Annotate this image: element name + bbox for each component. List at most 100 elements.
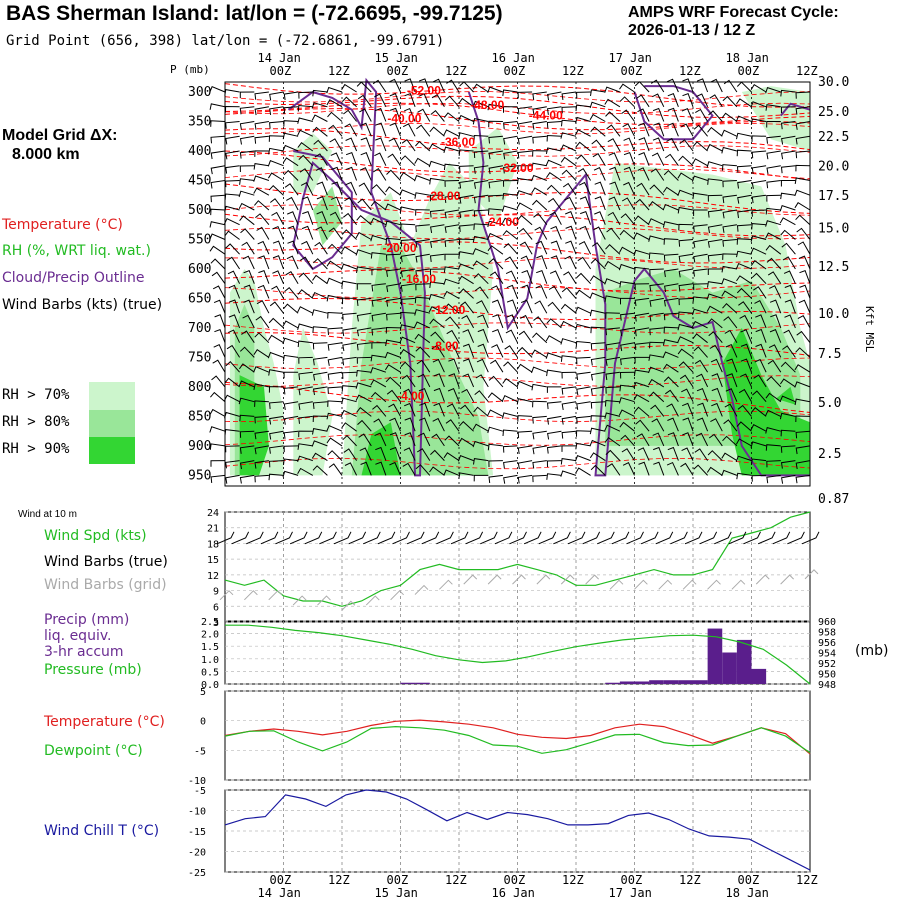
- wind-barb: [798, 299, 811, 314]
- wind-barb: [505, 270, 518, 284]
- wind-barb: [546, 369, 562, 377]
- wind-barb: [547, 430, 562, 440]
- wind-barb: [459, 224, 474, 232]
- wind-barb: [667, 93, 679, 107]
- wind-barb: [666, 403, 679, 417]
- pressure-ytick-0: 960: [818, 617, 836, 628]
- wind-barb: [385, 339, 401, 347]
- wind-barb: [473, 180, 489, 189]
- legend-wind-spd: Wind Spd (kts): [44, 528, 147, 544]
- isotherm-label-11: -8.00: [431, 339, 459, 353]
- wind-barb: [269, 415, 284, 425]
- wind-barb: [750, 247, 767, 255]
- isotherm-label-8: -20.00: [383, 241, 417, 255]
- wind-barb: [443, 278, 460, 286]
- wind-barb: [488, 258, 504, 270]
- wind-barb: [327, 342, 343, 351]
- wind-barb: [254, 445, 269, 455]
- cloud-outline-1: [467, 91, 810, 477]
- wind-barb: [253, 175, 270, 182]
- legend-wind-barbs: Wind Barbs (kts) (true): [2, 297, 163, 313]
- wind-barb: [737, 209, 752, 219]
- pressure-ytick-5: 950: [818, 670, 836, 681]
- wind-barb: [534, 226, 548, 240]
- isotherm-line-10: [224, 297, 811, 321]
- wind-barb: [680, 123, 694, 137]
- rh-region-1: [293, 327, 333, 476]
- wind-barb: [694, 448, 709, 461]
- wind-barb: [779, 412, 796, 420]
- wind-barb: [707, 194, 723, 202]
- wind-barb: [225, 445, 240, 453]
- wind-barb: [606, 124, 621, 137]
- wind-barb-grid: [682, 579, 697, 590]
- wind-barb: [444, 303, 460, 314]
- wind-barb: [667, 122, 679, 137]
- top-hour-label-0: 00Z: [270, 64, 292, 78]
- wind-barb: [503, 242, 518, 255]
- wind-barb: [693, 253, 708, 263]
- wind-barb: [239, 106, 255, 115]
- wind-barb: [298, 272, 314, 285]
- wind-barb: [735, 115, 752, 122]
- wind-barb: [589, 439, 606, 447]
- wind-barb-grid: [219, 590, 234, 601]
- wind-barb: [414, 309, 430, 316]
- wind-barb: [666, 78, 679, 93]
- bottom-hour-label-8: 00Z: [738, 873, 760, 887]
- wind-barb: [783, 270, 796, 284]
- wind-barb: [399, 348, 416, 358]
- wind-panel-ytick-4: 12: [207, 571, 219, 582]
- wind-barb: [516, 202, 533, 211]
- wind-barb: [371, 342, 386, 349]
- wind-barb: [389, 93, 401, 107]
- pressure-tick-350: 350: [188, 115, 211, 130]
- wind-barb: [797, 241, 811, 255]
- wind-barb: [458, 97, 474, 108]
- wind-barb: [648, 252, 664, 260]
- wind-barb: [487, 220, 504, 228]
- wind-barb: [239, 460, 255, 470]
- bottom-hour-label-0: 00Z: [270, 873, 292, 887]
- wind-barb: [589, 427, 606, 435]
- wind-barb: [590, 342, 606, 350]
- windchill-panel-ytick-2: -15: [188, 827, 206, 838]
- wind-barb: [225, 474, 240, 484]
- wind-barb: [283, 386, 299, 395]
- wind-barb: [254, 121, 269, 130]
- wind-barb: [385, 253, 401, 261]
- wind-barb: [312, 386, 328, 396]
- wind-barb: [651, 152, 665, 166]
- wind-barb: [327, 327, 343, 335]
- wind-barb: [545, 147, 562, 155]
- wind-barb: [767, 359, 782, 373]
- wind-barb: [667, 446, 679, 461]
- wind-barb: [723, 419, 738, 432]
- wind-barb: [738, 301, 752, 314]
- wind-barb: [547, 415, 562, 425]
- wind-barb-true: [757, 531, 776, 545]
- wind-barb: [637, 167, 650, 181]
- wind-barb: [591, 139, 606, 152]
- wind-barb: [652, 432, 665, 447]
- wind-barb: [272, 270, 284, 284]
- wind-barb: [649, 312, 664, 322]
- wind-barb: [327, 400, 343, 407]
- legend-precip: Precip (mm) liq. equiv. 3-hr accum: [44, 612, 129, 660]
- wind-barb: [682, 417, 694, 432]
- wind-barb: [780, 445, 796, 453]
- wind-barb: [473, 150, 489, 159]
- wind-barb: [780, 361, 796, 373]
- wind-barb: [459, 238, 474, 246]
- wind-barb: [387, 153, 401, 166]
- wind-barb: [620, 213, 635, 226]
- height-tick-9: 5.0: [818, 396, 841, 411]
- wind-barb: [604, 260, 621, 270]
- wind-barb: [737, 180, 752, 189]
- wind-barb: [326, 412, 343, 420]
- wind-barb: [209, 103, 226, 110]
- wind-barb: [429, 318, 445, 329]
- wind-barb: [518, 330, 533, 343]
- wind-barb: [374, 152, 387, 166]
- wind-barb-true: [377, 531, 396, 545]
